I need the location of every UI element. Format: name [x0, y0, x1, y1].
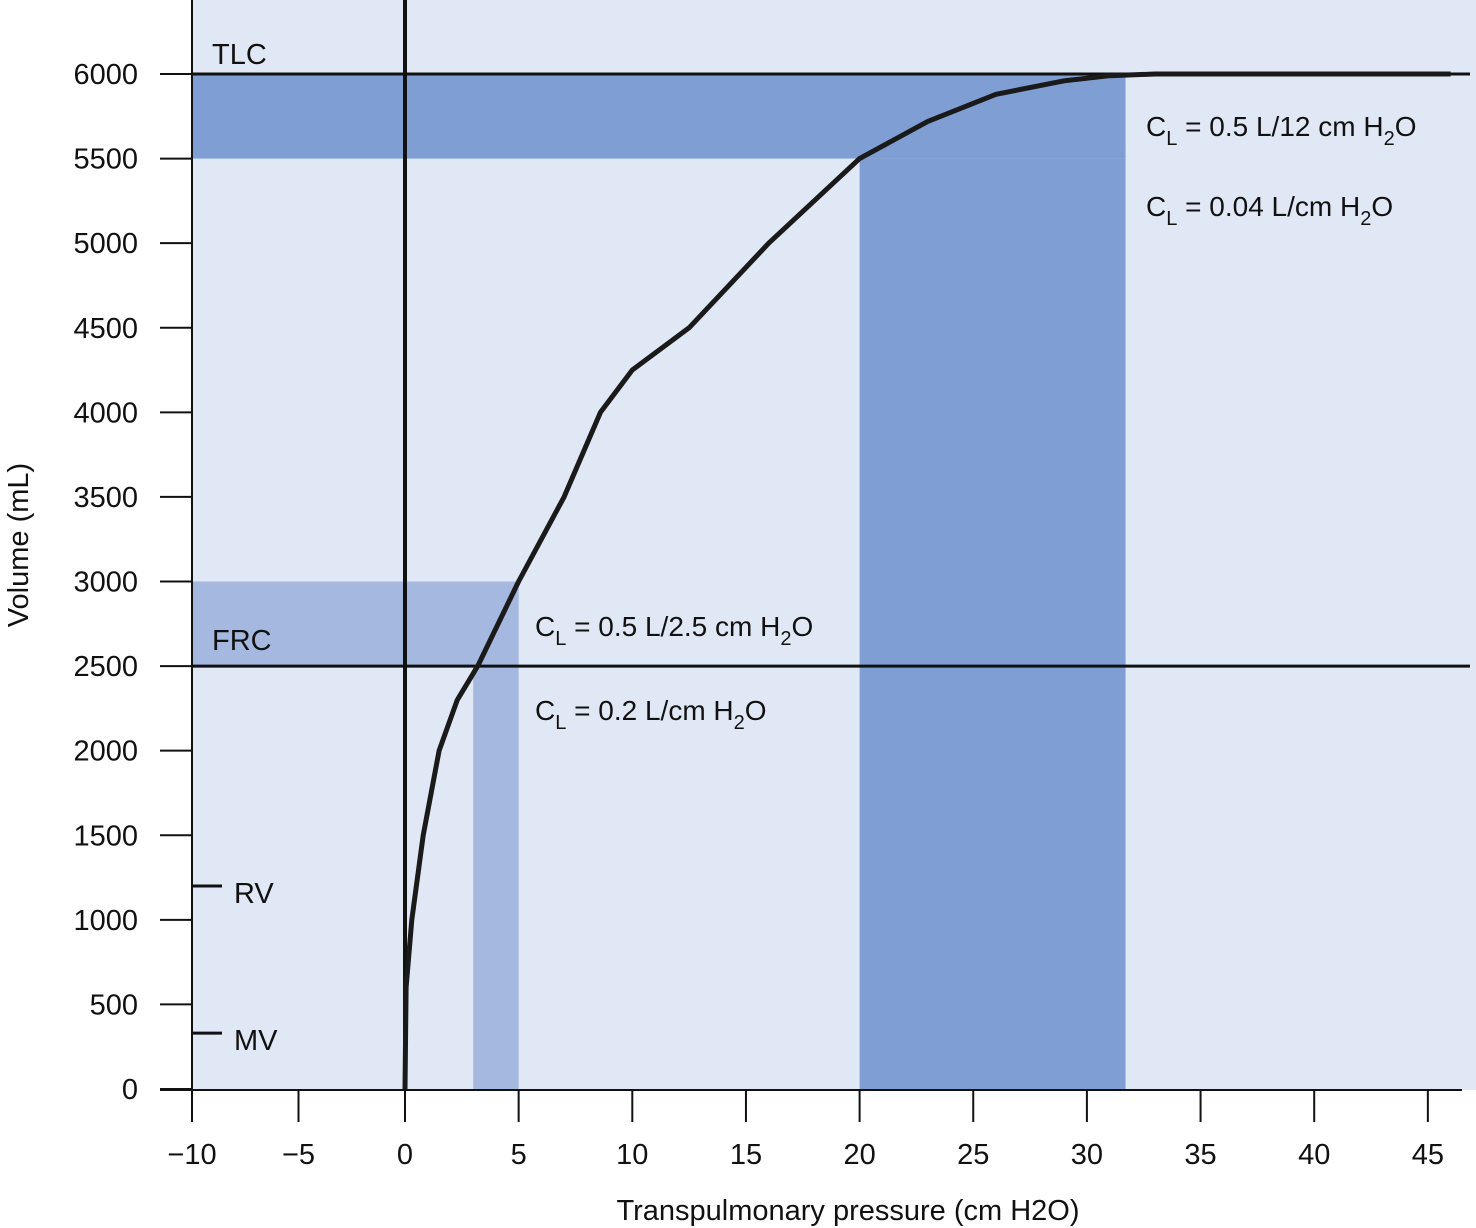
y-tick-label: 4000	[73, 397, 138, 429]
annotation-text: C	[535, 695, 555, 726]
annotation-text: O	[791, 611, 813, 642]
annotation-text: C	[1146, 191, 1166, 222]
annotation-text: = 0.04 L/cm H	[1177, 191, 1360, 222]
marker-label-mv: MV	[234, 1025, 278, 1057]
x-tick-label: 35	[1184, 1139, 1216, 1171]
x-tick-label: 20	[843, 1139, 875, 1171]
y-axis-label: Volume (mL)	[3, 463, 35, 627]
annotation-text: = 0.5 L/12 cm H	[1177, 111, 1383, 142]
shaded-region-low-band-v	[473, 666, 519, 1089]
annotation-text: = 0.5 L/2.5 cm H	[566, 611, 780, 642]
annotation-text: O	[1395, 111, 1417, 142]
y-tick-label: 1500	[73, 820, 138, 852]
subscript: L	[1166, 128, 1177, 150]
x-tick-label: −10	[167, 1139, 216, 1171]
y-tick-label: 3000	[73, 567, 138, 599]
marker-label-rv: RV	[234, 878, 274, 910]
x-tick-label: −5	[282, 1139, 315, 1171]
compliance-annotation: CL = 0.2 L/cm H2O	[535, 695, 767, 734]
compliance-annotation: CL = 0.04 L/cm H2O	[1146, 191, 1393, 230]
annotation-text: C	[1146, 111, 1166, 142]
x-axis-label: Transpulmonary pressure (cm H2O)	[616, 1195, 1079, 1227]
x-tick-label: 15	[730, 1139, 762, 1171]
subscript: 2	[1384, 128, 1395, 150]
x-tick-label: 30	[1071, 1139, 1103, 1171]
x-tick-label: 5	[511, 1139, 527, 1171]
x-tick-label: 10	[616, 1139, 648, 1171]
y-tick-label: 5500	[73, 144, 138, 176]
plot-background	[192, 0, 1476, 1090]
compliance-curve	[402, 71, 1451, 1090]
subscript: 2	[780, 628, 791, 650]
subscript: L	[1166, 208, 1177, 230]
y-tick-label: 4500	[73, 313, 138, 345]
y-tick-label: 0	[122, 1074, 138, 1106]
label-frc: FRC	[212, 625, 272, 657]
subscript: 2	[734, 712, 745, 734]
compliance-annotation: CL = 0.5 L/12 cm H2O	[1146, 111, 1416, 150]
x-tick-label: 25	[957, 1139, 989, 1171]
compliance-annotation: CL = 0.5 L/2.5 cm H2O	[535, 611, 813, 650]
y-tick-label: 5000	[73, 228, 138, 260]
annotation-text: C	[535, 611, 555, 642]
annotation-text: = 0.2 L/cm H	[566, 695, 733, 726]
label-tlc: TLC	[212, 39, 267, 71]
x-tick-label: 45	[1412, 1139, 1444, 1171]
y-tick-label: 2500	[73, 651, 138, 683]
subscript: L	[555, 628, 566, 650]
x-tick-label: 40	[1298, 1139, 1330, 1171]
subscript: L	[555, 712, 566, 734]
y-tick-label: 1000	[73, 905, 138, 937]
shaded-region-low-band-h	[192, 581, 519, 667]
shaded-region-high-band-v	[859, 158, 1126, 1090]
y-tick-label: 6000	[73, 59, 138, 91]
y-tick-label: 500	[90, 989, 138, 1021]
x-tick-label: 0	[397, 1139, 413, 1171]
subscript: 2	[1360, 208, 1371, 230]
shaded-region-high-band-h	[192, 74, 1126, 159]
annotation-text: O	[745, 695, 767, 726]
y-tick-label: 2000	[73, 736, 138, 768]
annotation-text: O	[1371, 191, 1393, 222]
y-tick-label: 3500	[73, 482, 138, 514]
